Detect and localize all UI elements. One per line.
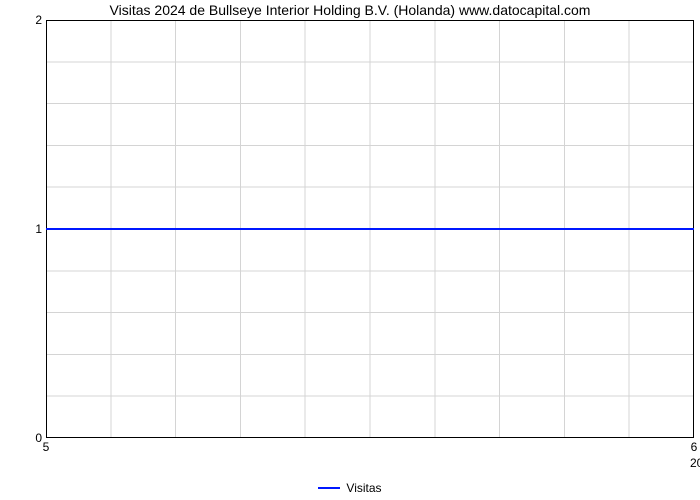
legend-label: Visitas — [346, 481, 381, 495]
y-tick-label: 0 — [18, 431, 42, 445]
y-tick-label: 1 — [18, 222, 42, 236]
chart-container: Visitas 2024 de Bullseye Interior Holdin… — [0, 0, 700, 500]
legend: Visitas — [0, 476, 700, 495]
legend-line-icon — [318, 487, 340, 489]
chart-title: Visitas 2024 de Bullseye Interior Holdin… — [0, 2, 700, 18]
plot-area — [46, 20, 694, 438]
x-tick-label: 6 — [691, 440, 698, 454]
x-axis-secondary-label: 202 — [690, 456, 700, 470]
x-tick-label: 5 — [43, 440, 50, 454]
y-tick-label: 2 — [18, 13, 42, 27]
